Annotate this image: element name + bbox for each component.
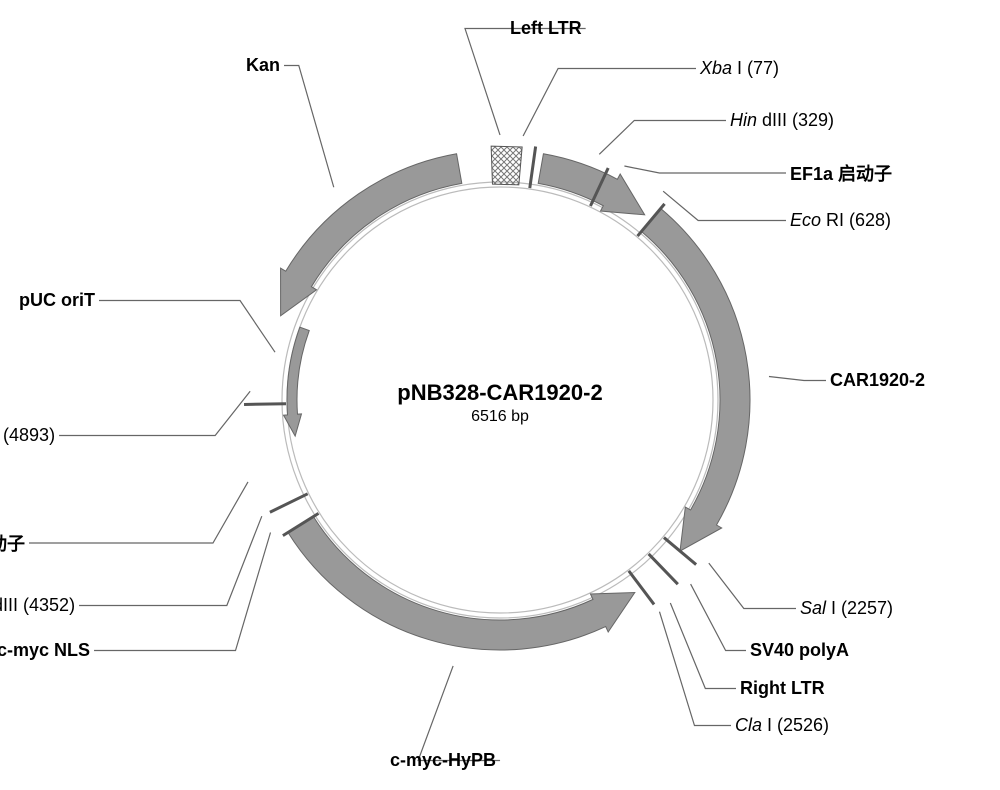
leader-pac bbox=[59, 391, 250, 435]
label-cmyc_hypb: c-myc-HyPB bbox=[390, 750, 496, 771]
leader-left_ltr bbox=[465, 29, 586, 136]
label-eco: Eco RI (628) bbox=[790, 210, 891, 231]
arc-CAR1920-2 bbox=[641, 208, 750, 551]
tick bbox=[270, 494, 308, 512]
leader-cmyc_nls bbox=[94, 533, 270, 651]
leader-cmyc_hypb bbox=[418, 666, 500, 761]
label-sal: Sal I (2257) bbox=[800, 598, 893, 619]
label-puc: pUC oriT bbox=[19, 290, 95, 311]
arc-pUC oriT bbox=[284, 327, 310, 436]
label-hind2: Hin dIII (4352) bbox=[0, 595, 75, 616]
label-left_ltr: Left LTR bbox=[510, 18, 582, 39]
leader-sal bbox=[709, 563, 796, 608]
arc-Kan bbox=[281, 154, 462, 316]
leader-puc bbox=[99, 301, 275, 353]
label-pac: Pac I (4893) bbox=[0, 425, 55, 446]
leader-ef1a bbox=[624, 166, 786, 173]
label-mcmv: mCMV启动子 bbox=[0, 530, 25, 556]
label-car: CAR1920-2 bbox=[830, 370, 925, 391]
leader-cla bbox=[659, 612, 731, 726]
plasmid-size: 6516 bp bbox=[440, 408, 560, 426]
plasmid-name: pNB328-CAR1920-2 bbox=[380, 380, 620, 406]
arc-c-myc-HyPB bbox=[288, 517, 635, 650]
tick bbox=[629, 571, 654, 605]
leader-right_ltr bbox=[670, 603, 736, 688]
leader-xba bbox=[523, 69, 696, 137]
label-right_ltr: Right LTR bbox=[740, 678, 825, 699]
label-cmyc_nls: c-myc NLS bbox=[0, 640, 90, 661]
label-cla: Cla I (2526) bbox=[735, 715, 829, 736]
label-hind1: Hin dIII (329) bbox=[730, 110, 834, 131]
leader-hind1 bbox=[599, 121, 726, 155]
leader-mcmv bbox=[29, 482, 248, 543]
leader-eco bbox=[663, 191, 786, 220]
leader-kan bbox=[284, 66, 334, 188]
leader-hind2 bbox=[79, 516, 262, 605]
leader-car bbox=[769, 376, 826, 380]
left-ltr-block bbox=[491, 146, 522, 185]
leader-sv40 bbox=[691, 584, 746, 650]
label-kan: Kan bbox=[246, 55, 280, 76]
label-sv40: SV40 polyA bbox=[750, 640, 849, 661]
label-ef1a: EF1a 启动子 bbox=[790, 160, 892, 186]
tick bbox=[244, 404, 286, 405]
label-xba: Xba I (77) bbox=[700, 58, 779, 79]
tick bbox=[649, 554, 678, 584]
tick bbox=[530, 146, 536, 188]
